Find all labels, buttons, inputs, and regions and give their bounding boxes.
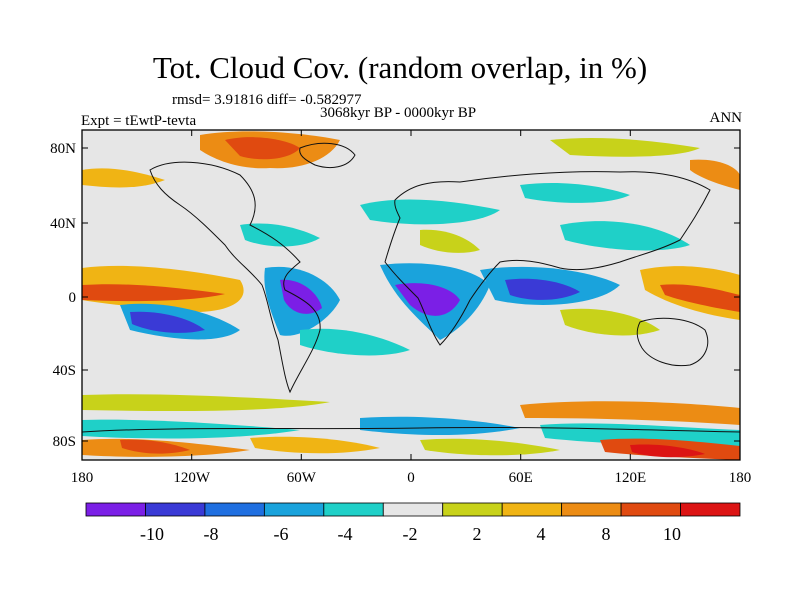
colorbar-swatch — [145, 502, 206, 517]
eurasia-africa-coastline — [384, 171, 711, 346]
lat-label: 40N — [50, 216, 76, 232]
lon-label: 60E — [509, 470, 533, 486]
anomaly-region — [82, 168, 165, 188]
colorbar-label: -8 — [204, 524, 219, 544]
lon-label: 0 — [407, 470, 415, 486]
plot-title: Tot. Cloud Cov. (random overlap, in %) — [152, 50, 648, 85]
anomaly-region — [630, 444, 705, 458]
anomaly-region — [280, 279, 322, 314]
anomaly-region — [240, 223, 320, 247]
colorbar-swatch — [501, 502, 563, 517]
anomaly-region — [82, 394, 330, 412]
colorbar-swatch — [680, 502, 741, 517]
colorbar-swatch — [263, 502, 325, 517]
australia-coastline — [636, 317, 709, 367]
colorbar-label: -4 — [338, 524, 353, 544]
anomaly-region — [225, 137, 300, 160]
stats-text: rmsd= 3.91816 diff= -0.582977 — [172, 92, 362, 108]
colorbar-label: 4 — [537, 524, 546, 544]
colorbar-swatch — [85, 502, 146, 517]
lat-label: 80S — [53, 434, 76, 450]
lon-label: 120W — [173, 470, 211, 486]
lon-label: 180 — [729, 470, 752, 486]
anomaly-region — [420, 438, 560, 456]
anomaly-region — [120, 439, 190, 454]
colorbar-swatch — [442, 502, 503, 517]
colorbar-label: -2 — [403, 524, 418, 544]
axis-ticks — [81, 130, 741, 460]
anomaly-region — [82, 284, 225, 302]
anomaly-region — [560, 308, 660, 336]
colorbar-swatch — [561, 502, 622, 517]
coastlines — [82, 142, 740, 433]
lat-label: 80N — [50, 141, 76, 157]
lon-label: 180 — [71, 470, 94, 486]
longitude-axis: 180 120W 60W 0 60E 120E 180 — [71, 470, 752, 486]
anomaly-region — [300, 328, 410, 356]
anomaly-region — [660, 284, 740, 312]
anomaly-region — [250, 436, 380, 454]
colorbar-swatch — [620, 502, 681, 517]
colorbar-label: -6 — [274, 524, 289, 544]
colorbar — [85, 502, 741, 517]
lon-label: 120E — [614, 470, 646, 486]
latitude-axis: 80N 40N 0 40S 80S — [50, 141, 76, 450]
experiment-label: Expt = tEwtP-tevta — [81, 113, 197, 129]
anomaly-region — [550, 137, 700, 157]
colorbar-swatch — [382, 502, 444, 517]
anomaly-region — [360, 416, 520, 435]
season-label: ANN — [709, 110, 743, 126]
antarctica-coastline — [82, 426, 740, 433]
colorbar-label: 2 — [473, 524, 482, 544]
colorbar-label: 10 — [663, 524, 681, 544]
lat-label: 0 — [69, 290, 77, 306]
anomaly-region — [520, 183, 630, 203]
colorbar-label: -10 — [140, 524, 164, 544]
anomaly-region — [505, 278, 580, 300]
anomaly-region — [520, 401, 740, 425]
americas-coastline — [149, 161, 321, 394]
greenland-coastline — [299, 142, 356, 168]
period-text: 3068kyr BP - 0000kyr BP — [320, 105, 477, 121]
lon-label: 60W — [287, 470, 317, 486]
anomaly-region — [420, 229, 480, 253]
colorbar-swatch — [204, 502, 265, 517]
anomaly-region — [130, 311, 205, 333]
lat-label: 40S — [53, 363, 76, 379]
anomaly-region — [560, 221, 690, 251]
anomaly-region — [690, 159, 740, 190]
colorbar-swatch — [323, 502, 384, 517]
colorbar-label: 8 — [602, 524, 611, 544]
colorbar-labels: -10 -8 -6 -4 -2 2 4 8 10 — [140, 524, 681, 544]
